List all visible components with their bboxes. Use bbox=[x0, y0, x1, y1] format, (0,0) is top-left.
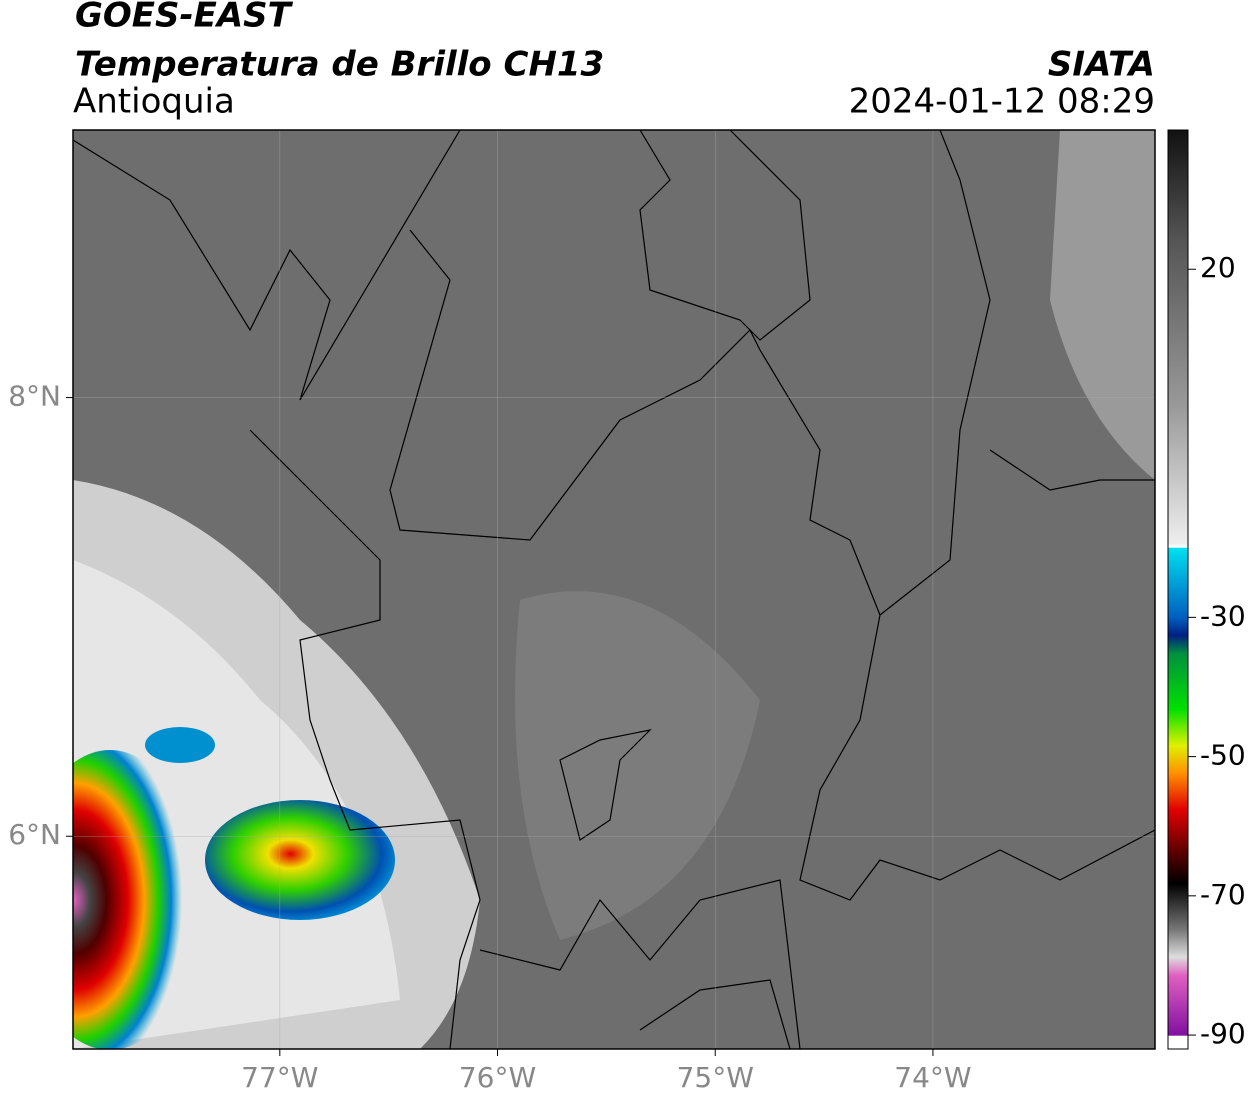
datetime: 2024-01-12 08:29 bbox=[849, 82, 1155, 122]
subtitle: Temperatura de Brillo CH13 bbox=[75, 45, 604, 85]
x-tick-label: 75°W bbox=[677, 1061, 754, 1094]
colorbar-label: -50 bbox=[1200, 739, 1246, 772]
colorbar bbox=[1167, 129, 1189, 1050]
x-tick-label: 76°W bbox=[459, 1061, 536, 1094]
colorbar-label: -90 bbox=[1200, 1017, 1246, 1050]
y-tick-label: 6°N bbox=[8, 818, 61, 851]
graticule bbox=[73, 130, 1155, 1049]
map-frame bbox=[72, 129, 1156, 1050]
y-tick-label: 8°N bbox=[8, 380, 61, 413]
x-tick-label: 77°W bbox=[241, 1061, 318, 1094]
colorbar-label: 20 bbox=[1200, 251, 1236, 284]
borders bbox=[73, 130, 1155, 1049]
source: SIATA bbox=[1048, 45, 1155, 85]
map-imagery bbox=[73, 130, 1155, 1049]
title: GOES-EAST bbox=[75, 0, 294, 36]
region: Antioquia bbox=[73, 82, 235, 122]
colorbar-label: -30 bbox=[1200, 599, 1246, 632]
x-tick-label: 74°W bbox=[894, 1061, 971, 1094]
colorbar-label: -70 bbox=[1200, 878, 1246, 911]
